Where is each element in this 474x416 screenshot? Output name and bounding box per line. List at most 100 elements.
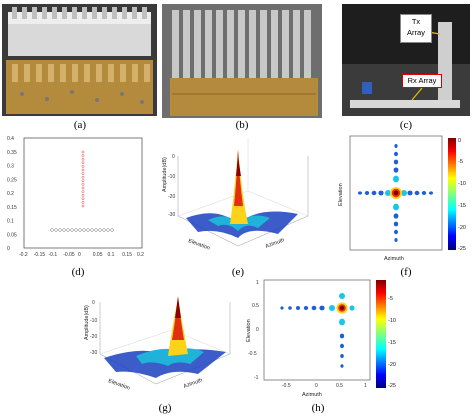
plot-g: Amplitude(dB) 0 -10 -20 -30 Elevation Az… bbox=[80, 288, 240, 396]
colorbar-f-tick: -5 bbox=[458, 159, 463, 165]
colorbar-f-tick: -20 bbox=[458, 225, 466, 231]
tx-element-marker bbox=[81, 154, 85, 157]
colorbar-f-tick: -10 bbox=[458, 181, 466, 187]
caption-f: (f) bbox=[400, 266, 412, 278]
caption-e: (e) bbox=[231, 266, 245, 278]
plot-g-zlabel: Amplitude(dB) bbox=[84, 305, 90, 340]
colorbar-f-tick: -25 bbox=[458, 246, 466, 252]
colorbar-h-tick: -20 bbox=[388, 362, 396, 368]
plot-d-xtick: 0.2 bbox=[137, 252, 144, 258]
plot-f-ylabel: Elevation bbox=[338, 183, 344, 206]
plot-h-xlabel: Azimuth bbox=[302, 392, 322, 398]
tx-element-marker bbox=[81, 179, 85, 183]
plot-d-ytick: 0.2 bbox=[7, 191, 14, 197]
tx-element-marker bbox=[81, 150, 85, 154]
tx-array-label: Tx Array bbox=[400, 14, 432, 43]
plot-d-xtick: -0.15 bbox=[34, 252, 46, 258]
caption-h: (h) bbox=[311, 402, 325, 414]
plot-d-svg: 0.4 0.35 0.3 0.25 0.2 0.15 0.1 0.05 0 -0.2 -0.15-… bbox=[7, 136, 144, 258]
colorbar-f-tick: -15 bbox=[458, 203, 466, 209]
tx-element-marker bbox=[81, 175, 85, 179]
plot-e-xlabel: Azimuth bbox=[265, 237, 286, 249]
plot-d-ytick: 0.25 bbox=[7, 177, 17, 183]
rx-element-marker bbox=[62, 228, 66, 232]
rx-element-marker bbox=[82, 228, 86, 232]
rx-element-marker bbox=[102, 228, 106, 232]
photo-b bbox=[162, 4, 322, 118]
plot-h-ytick: -0.5 bbox=[248, 351, 257, 357]
plot-e-ztick: 0 bbox=[172, 154, 175, 160]
colorbar-h-tick: -25 bbox=[388, 383, 396, 389]
rx-element-marker bbox=[58, 228, 62, 232]
rx-element-marker bbox=[98, 228, 102, 232]
tx-element-marker bbox=[81, 161, 85, 165]
caption-a: (a) bbox=[73, 119, 87, 131]
plot-h-xtick: -0.5 bbox=[282, 383, 291, 389]
photo-a bbox=[2, 4, 157, 116]
rx-element-marker bbox=[90, 228, 94, 232]
plot-d-xtick: 0.05 bbox=[93, 252, 103, 258]
photo-c: Tx Array Rx Array bbox=[342, 4, 470, 116]
plot-d-xtick: -0.2 bbox=[19, 252, 28, 258]
plot-d-ytick: 0.4 bbox=[7, 136, 14, 142]
plot-e-ztick: -20 bbox=[168, 194, 175, 200]
plot-f-svg: Elevation Azimuth 0 -5 -10 -15 -20 -25 bbox=[338, 135, 466, 262]
plot-g-ztick: 0 bbox=[92, 300, 95, 306]
plot-d-xtick: 0.1 bbox=[108, 252, 115, 258]
photo-a-drawing bbox=[2, 4, 157, 116]
plot-e-zlabel: Amplitude(dB) bbox=[162, 157, 168, 192]
plot-d-ytick: 0.35 bbox=[7, 150, 17, 156]
tx-element-marker bbox=[81, 157, 85, 161]
tx-element-marker bbox=[81, 172, 85, 175]
plot-g-ztick: -20 bbox=[90, 334, 97, 340]
plot-g-xlabel: Azimuth bbox=[183, 377, 204, 389]
rx-element-marker bbox=[54, 228, 58, 232]
plot-h-ylabel: Elevation bbox=[246, 319, 252, 342]
plot-h-xtick: 0 bbox=[315, 383, 318, 389]
tx-element-marker bbox=[81, 190, 85, 193]
plot-h-ytick: -1 bbox=[254, 375, 259, 381]
plot-f: Elevation Azimuth 0 -5 -10 -15 -20 -25 bbox=[336, 132, 472, 264]
rx-element-marker bbox=[94, 228, 98, 232]
rx-element-marker bbox=[86, 228, 90, 232]
plot-g-ztick: -10 bbox=[90, 318, 97, 324]
rx-element-marker bbox=[110, 228, 114, 232]
caption-b: (b) bbox=[235, 119, 249, 131]
pattern-f bbox=[358, 144, 433, 242]
plot-e-ztick: -30 bbox=[168, 212, 175, 218]
tx-element-marker bbox=[81, 186, 85, 190]
plot-d: 0.4 0.35 0.3 0.25 0.2 0.15 0.1 0.05 0 -0.2 -0.15-… bbox=[2, 132, 152, 262]
tx-element-marker bbox=[81, 183, 85, 186]
plot-e-ylabel: Elevation bbox=[187, 238, 210, 251]
plot-h-ytick: 0 bbox=[256, 327, 259, 333]
tx-element-marker bbox=[81, 165, 85, 168]
plot-d-xtick: 0.15 bbox=[122, 252, 132, 258]
photo-c-drawing bbox=[342, 4, 470, 116]
photo-b-drawing bbox=[162, 4, 322, 118]
colorbar-h-tick: -10 bbox=[388, 318, 396, 324]
rx-element-marker bbox=[50, 228, 54, 232]
plot-d-ytick: 0 bbox=[7, 246, 10, 252]
pattern-h bbox=[280, 293, 355, 368]
plot-h-xtick: 1 bbox=[364, 383, 367, 389]
plot-h: 1 0.5 0 -0.5 -1 -0.5 0 0.5 1 Elevation A… bbox=[246, 276, 406, 400]
rx-array-label: Rx Array bbox=[402, 74, 442, 88]
plot-e-svg: Amplitude(dB) 0 -10 -20 -30 Elevation Az… bbox=[162, 138, 309, 252]
plot-h-svg: 1 0.5 0 -0.5 -1 -0.5 0 0.5 1 Elevation A… bbox=[246, 279, 396, 398]
caption-c: (c) bbox=[399, 119, 413, 131]
plot-h-xtick: 0.5 bbox=[336, 383, 343, 389]
plot-g-ylabel: Elevation bbox=[107, 378, 130, 391]
plot-d-ytick: 0.05 bbox=[7, 232, 17, 238]
rx-element-marker bbox=[70, 228, 74, 232]
tx-element-marker bbox=[81, 193, 85, 197]
caption-d: (d) bbox=[71, 266, 85, 278]
colorbar-f-tick: 0 bbox=[458, 138, 461, 144]
caption-g: (g) bbox=[158, 402, 172, 414]
plot-g-ztick: -30 bbox=[90, 350, 97, 356]
plot-d-xtick: -0.1 bbox=[49, 252, 58, 258]
plot-e: Amplitude(dB) 0 -10 -20 -30 Elevation Az… bbox=[158, 136, 318, 261]
colorbar-h-tick: -5 bbox=[388, 296, 393, 302]
plot-d-ytick: 0.3 bbox=[7, 164, 14, 170]
plot-d-xtick: 0 bbox=[78, 252, 81, 258]
tx-element-marker bbox=[81, 204, 85, 208]
